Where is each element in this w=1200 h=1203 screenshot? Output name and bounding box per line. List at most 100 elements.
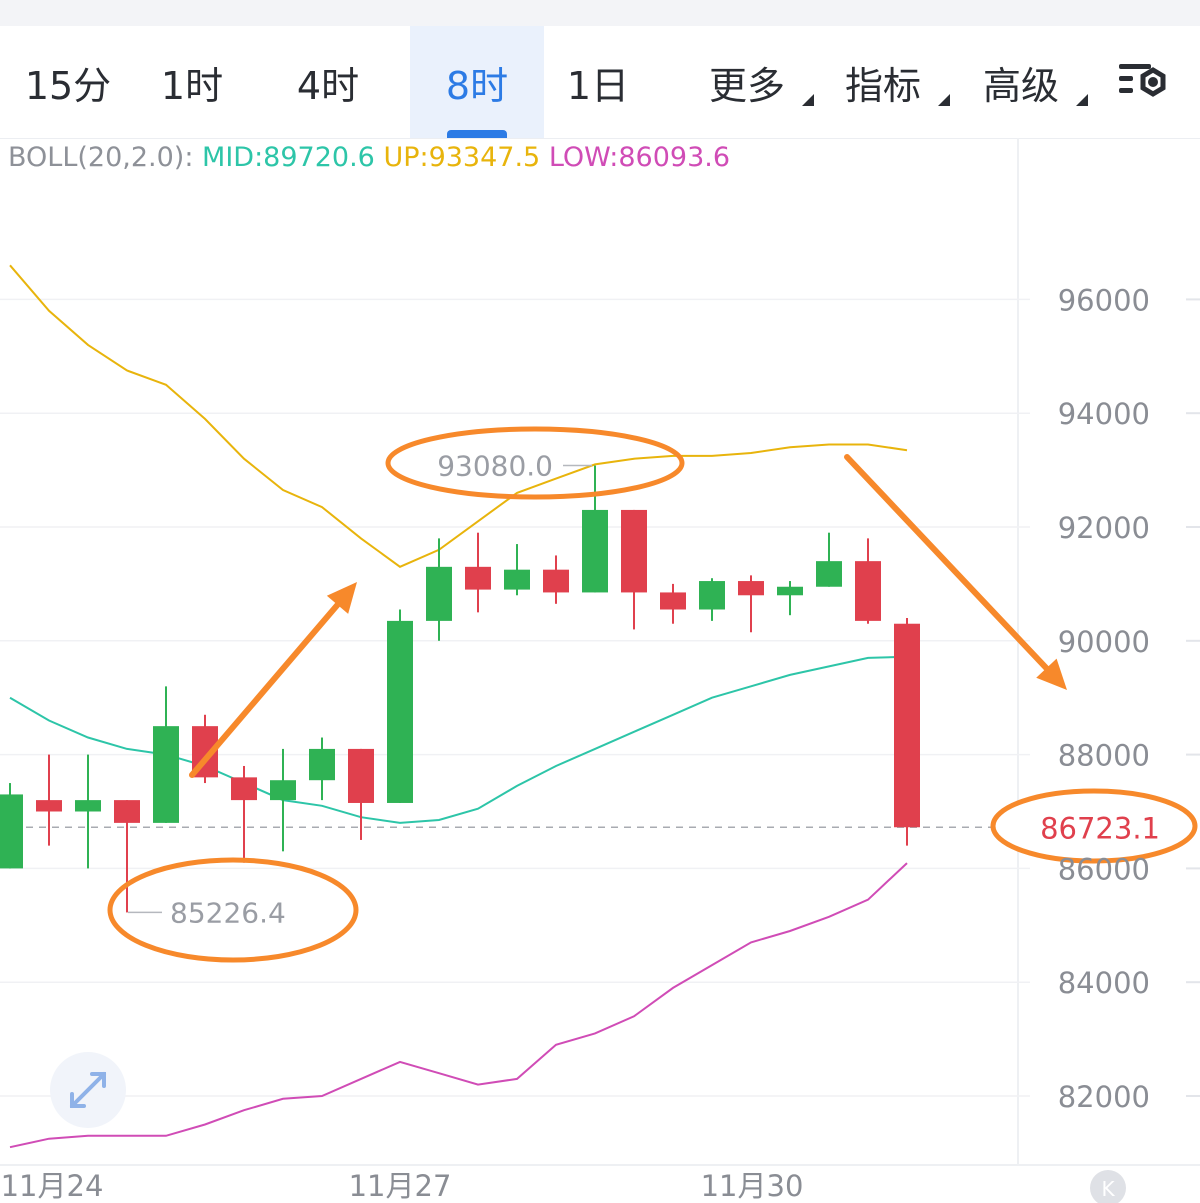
boll-upper-line bbox=[9, 264, 908, 568]
candle bbox=[660, 583, 686, 624]
candle bbox=[894, 618, 920, 846]
y-axis-label: 86000 bbox=[1058, 852, 1150, 886]
k-badge-text: K bbox=[1101, 1177, 1115, 1201]
tab-label: 4时 bbox=[296, 63, 360, 108]
candle bbox=[0, 783, 23, 869]
boll-lower-line bbox=[9, 862, 908, 1149]
dropdown-caret-icon bbox=[1076, 94, 1088, 106]
up-trend-arrow bbox=[189, 582, 357, 778]
active-tab-indicator bbox=[447, 130, 507, 138]
candle-body bbox=[777, 586, 803, 596]
y-axis-label: 82000 bbox=[1058, 1080, 1150, 1114]
tab-0[interactable]: 15分 bbox=[16, 26, 120, 138]
high-price-label: 93080.0 bbox=[437, 450, 553, 483]
tab-6[interactable]: 指标 bbox=[818, 26, 950, 138]
candle bbox=[465, 532, 491, 613]
chart-settings-icon bbox=[1119, 64, 1166, 97]
arrow-head bbox=[1036, 658, 1067, 690]
low-price-label: 85226.4 bbox=[170, 896, 286, 929]
tab-label: 15分 bbox=[24, 63, 112, 108]
x-axis-label: 11月24 bbox=[1, 1169, 104, 1203]
boll-label: BOLL(20,2.0): bbox=[8, 142, 194, 173]
candle-body bbox=[387, 620, 413, 803]
tab-label: 8时 bbox=[445, 63, 509, 108]
candle-body bbox=[0, 794, 23, 869]
y-axis-label: 88000 bbox=[1058, 739, 1150, 773]
candle-body bbox=[738, 581, 764, 596]
candle-body bbox=[309, 748, 335, 781]
candle-body bbox=[660, 592, 686, 610]
candle bbox=[621, 509, 647, 630]
candle-body bbox=[894, 623, 920, 828]
candle-body bbox=[114, 800, 140, 823]
y-axis-label: 92000 bbox=[1058, 511, 1150, 545]
candle-body bbox=[699, 581, 725, 610]
tab-5[interactable]: 更多 bbox=[682, 26, 814, 138]
chart-settings-button[interactable] bbox=[1110, 26, 1176, 138]
candlestick-chart[interactable]: 93080.0 85226.4 K 96000 94000 92000 90000 8800… bbox=[0, 138, 1200, 1203]
boll-mid-line bbox=[9, 655, 908, 824]
candle bbox=[777, 581, 803, 616]
tab-2[interactable]: 4时 bbox=[276, 26, 380, 138]
candle bbox=[504, 544, 530, 596]
candle bbox=[348, 748, 374, 840]
boll-indicator-legend[interactable]: BOLL(20,2.0): MID:89720.6 UP:93347.5 LOW… bbox=[8, 142, 730, 173]
expand-arrow-tail bbox=[70, 1092, 86, 1108]
candle-body bbox=[621, 509, 647, 593]
candle-body bbox=[153, 726, 179, 823]
candle-body bbox=[465, 566, 491, 590]
last-price-label: 86723.1 bbox=[1040, 811, 1160, 845]
candle bbox=[153, 686, 179, 823]
candle bbox=[387, 609, 413, 803]
candle-body bbox=[348, 748, 374, 803]
candle-body bbox=[816, 561, 842, 587]
candle-body bbox=[75, 800, 101, 812]
y-axis-label: 90000 bbox=[1058, 625, 1150, 659]
candle bbox=[309, 737, 335, 801]
candle-body bbox=[582, 509, 608, 593]
last-price-highlight bbox=[990, 788, 1198, 864]
arrow-shaft bbox=[844, 454, 1050, 672]
top-status-strip bbox=[0, 0, 1200, 26]
y-axis-label: 96000 bbox=[1058, 283, 1150, 317]
k-badge-icon bbox=[1090, 1170, 1126, 1203]
arrow-shaft bbox=[189, 601, 341, 778]
candle bbox=[114, 800, 140, 913]
highlight-ellipse-low bbox=[107, 857, 359, 963]
candle bbox=[270, 748, 296, 852]
tab-label: 1时 bbox=[160, 63, 224, 108]
tab-label: 更多 bbox=[708, 63, 785, 108]
expand-arrow-head bbox=[90, 1072, 106, 1088]
dropdown-caret-icon bbox=[938, 94, 950, 106]
tab-label: 指标 bbox=[844, 63, 921, 108]
arrow-head bbox=[326, 582, 357, 614]
candle-body bbox=[270, 780, 296, 801]
candle bbox=[738, 575, 764, 633]
candle bbox=[75, 754, 101, 869]
candle bbox=[855, 538, 881, 624]
candle-body bbox=[855, 561, 881, 621]
x-axis-label: 11月30 bbox=[701, 1169, 804, 1203]
k-badge-button[interactable]: K bbox=[1090, 1170, 1126, 1203]
x-axis-label: 11月27 bbox=[349, 1169, 452, 1203]
tab-4[interactable]: 1日 bbox=[546, 26, 650, 138]
candle-body bbox=[543, 569, 569, 593]
candle-body bbox=[426, 566, 452, 621]
dropdown-caret-icon bbox=[802, 94, 814, 106]
candle-body bbox=[504, 569, 530, 590]
expand-arrow-line bbox=[70, 1072, 106, 1108]
expand-arrows-icon bbox=[70, 1072, 106, 1108]
highlight-ellipse-high bbox=[385, 426, 685, 500]
tab-3[interactable]: 8时 bbox=[410, 26, 544, 138]
boll-mid-value: MID:89720.6 bbox=[202, 142, 375, 173]
candle bbox=[231, 765, 257, 863]
tab-1[interactable]: 1时 bbox=[140, 26, 244, 138]
tab-7[interactable]: 高级 bbox=[956, 26, 1088, 138]
candle bbox=[543, 555, 569, 604]
expand-chart-button[interactable] bbox=[50, 1052, 126, 1128]
candle-body bbox=[231, 777, 257, 801]
candle-body bbox=[36, 800, 62, 812]
candle bbox=[699, 578, 725, 621]
timeframe-tab-bar: 15分 1时 4时 8时 1日 更多 指标 高级 bbox=[0, 26, 1200, 139]
boll-low-value: LOW:86093.6 bbox=[548, 142, 731, 173]
